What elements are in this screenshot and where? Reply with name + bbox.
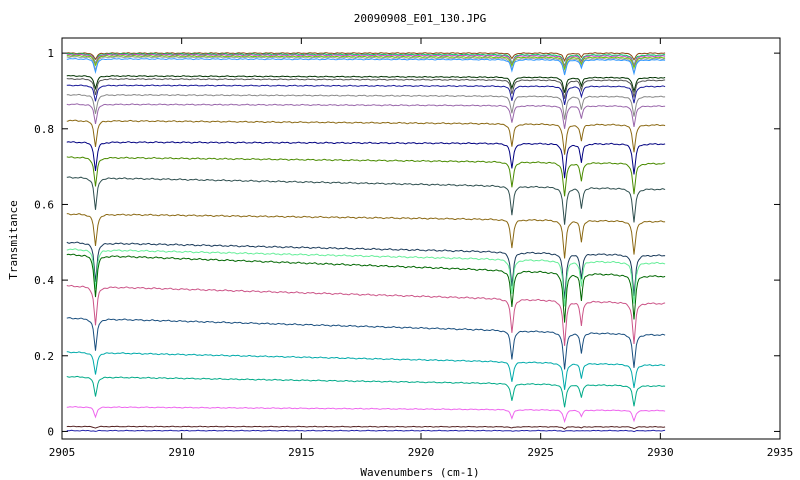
series-line: [66, 176, 666, 225]
series-line: [66, 425, 666, 430]
x-axis: 2905 2910 2915 2920 2925 2930 2935: [49, 38, 794, 459]
x-axis-label: Wavenumbers (cm-1): [360, 466, 479, 479]
x-tick-label: 2920: [408, 446, 435, 459]
x-tick-label: 2925: [527, 446, 554, 459]
series-line: [66, 429, 666, 433]
series-line: [66, 156, 666, 197]
plot-frame: [61, 37, 781, 440]
chart-title: 20090908_E01_130.JPG: [354, 12, 486, 25]
series-line: [66, 52, 666, 63]
y-tick-label: 1: [47, 47, 54, 60]
series-line: [66, 248, 666, 307]
series-line: [66, 375, 666, 408]
series-line: [66, 241, 666, 300]
series-line: [66, 351, 666, 390]
series-line: [66, 284, 666, 346]
series-line: [66, 103, 666, 129]
series-line: [66, 213, 666, 259]
x-tick-label: 2910: [168, 446, 195, 459]
series-line: [66, 93, 666, 120]
series-line: [66, 57, 666, 76]
x-tick-label: 2935: [767, 446, 794, 459]
x-tick-label: 2930: [647, 446, 674, 459]
series-line: [66, 119, 666, 155]
series-line: [66, 77, 666, 99]
y-axis-label: Transmitance: [7, 200, 20, 279]
series-layer: [66, 52, 666, 433]
series-line: [66, 84, 666, 105]
series-line: [66, 405, 666, 424]
series-line: [66, 53, 666, 69]
y-tick-label: 0.8: [34, 123, 54, 136]
x-tick-label: 2915: [288, 446, 315, 459]
y-tick-label: 0: [47, 425, 54, 438]
y-tick-label: 0.6: [34, 198, 54, 211]
y-axis: 0 0.2 0.4 0.6 0.8 1: [34, 47, 780, 438]
y-tick-label: 0.2: [34, 350, 54, 363]
series-line: [66, 141, 666, 179]
y-tick-label: 0.4: [34, 274, 54, 287]
x-tick-label: 2905: [49, 446, 76, 459]
series-line: [66, 253, 666, 323]
series-line: [66, 317, 666, 370]
series-line: [66, 75, 666, 94]
series-line: [66, 54, 666, 71]
